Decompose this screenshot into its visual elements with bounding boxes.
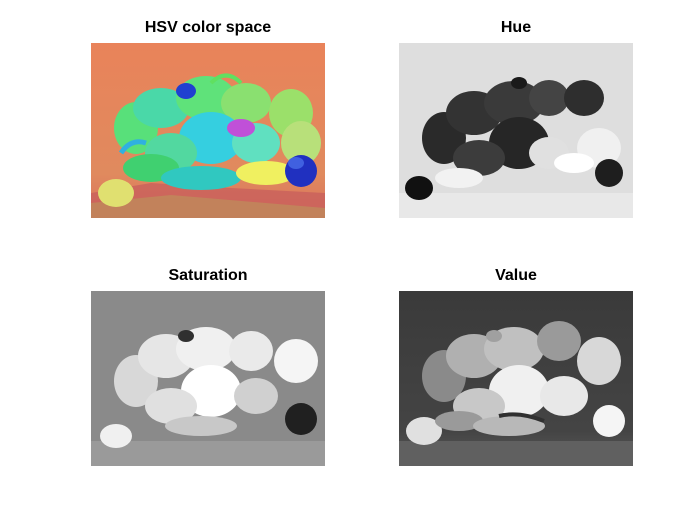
hue-panel-title: Hue xyxy=(500,19,532,36)
hsv-image xyxy=(91,43,325,218)
saturation-image xyxy=(91,291,325,466)
value-image xyxy=(399,291,633,466)
value-panel-title: Value xyxy=(495,267,537,284)
saturation-panel-title: Saturation xyxy=(168,267,248,284)
hsv-panel-title: HSV color space xyxy=(144,19,272,36)
hue-image xyxy=(399,43,633,218)
